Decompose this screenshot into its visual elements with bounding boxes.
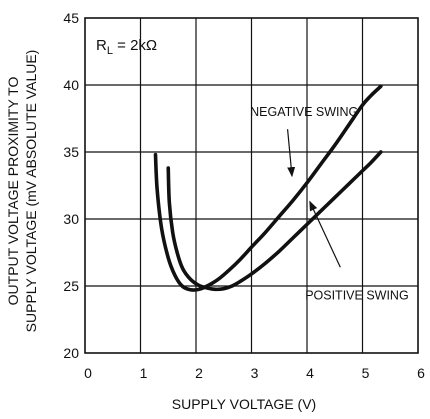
annotations: NEGATIVE SWING POSITIVE SWING	[250, 105, 409, 303]
x-tick-label: 4	[306, 365, 314, 381]
annotation-positive-swing: POSITIVE SWING	[305, 288, 409, 302]
x-tick-label: 0	[84, 365, 92, 381]
y-axis-label-line-2: SUPPLY VOLTAGE (mV ABSOLUTE VALUE)	[23, 50, 39, 333]
y-tick-label: 35	[63, 144, 79, 160]
grid	[85, 18, 418, 353]
x-tick-label: 6	[417, 365, 425, 381]
y-tick-label: 25	[63, 278, 79, 294]
y-tick-label: 20	[63, 345, 79, 361]
rl-main: R	[96, 37, 107, 54]
y-axis-label-line-1: OUTPUT VOLTAGE PROXIMITY TO	[5, 77, 21, 306]
x-tick-label: 1	[140, 365, 148, 381]
y-tick-label: 40	[63, 77, 79, 93]
plot-frame	[84, 17, 419, 354]
x-tick-label: 5	[362, 365, 370, 381]
series-line-negative-swing	[153, 84, 383, 292]
rl-subscript: L	[107, 45, 113, 57]
annotation-arrow-positive-swing	[309, 200, 341, 268]
series-line-positive-swing	[166, 150, 383, 292]
x-tick-label: 2	[195, 365, 203, 381]
rl-value: = 2kΩ	[113, 37, 157, 54]
x-tick-label: 3	[251, 365, 259, 381]
annotation-arrow-negative-swing	[286, 129, 296, 178]
x-axis-label: SUPPLY VOLTAGE (V)	[172, 396, 316, 412]
curves	[153, 84, 383, 292]
y-tick-label: 45	[63, 10, 79, 26]
load-resistance-label: RL = 2kΩ	[96, 37, 157, 57]
annotation-negative-swing: NEGATIVE SWING	[250, 105, 358, 119]
y-tick-label: 30	[63, 211, 79, 227]
